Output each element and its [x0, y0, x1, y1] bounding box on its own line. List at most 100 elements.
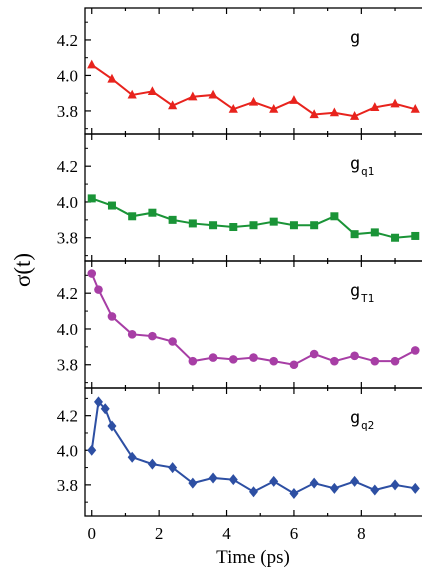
- data-point: [249, 486, 258, 498]
- data-point: [370, 356, 380, 366]
- data-point: [100, 403, 110, 415]
- data-point: [93, 396, 103, 408]
- data-point: [390, 98, 400, 108]
- data-point: [370, 228, 379, 237]
- data-point: [350, 111, 360, 120]
- panels-group: 3.84.04.2 g3.84.04.2 g q13.84.04.2 g T13.84.0…: [57, 7, 422, 543]
- data-point: [148, 208, 157, 217]
- data-point: [107, 73, 117, 83]
- data-point: [107, 201, 116, 210]
- panel-label-subscript: q1: [361, 165, 374, 178]
- data-point: [94, 285, 103, 294]
- data-point: [229, 223, 238, 232]
- x-tick-label: 0: [87, 524, 96, 543]
- series-line: [90, 399, 416, 495]
- y-tick-label: 4.0: [57, 441, 78, 460]
- y-tick-label: 4.2: [57, 31, 78, 50]
- data-point: [87, 59, 97, 69]
- data-point: [329, 107, 339, 117]
- data-point: [168, 100, 178, 110]
- data-point: [208, 472, 218, 484]
- series-line: [90, 273, 416, 366]
- panel-label: g: [350, 281, 360, 301]
- panel-2: 3.8 4.0 4.2 g q1: [57, 133, 422, 262]
- panel-label: g: [350, 154, 360, 174]
- y-tick-label: 4.2: [57, 157, 78, 176]
- data-point: [168, 462, 178, 474]
- data-point: [269, 217, 278, 226]
- panel-frame: [84, 260, 422, 389]
- data-point: [310, 221, 319, 230]
- data-point: [147, 86, 157, 96]
- data-point: [228, 474, 238, 486]
- data-point: [147, 458, 157, 470]
- data-point: [350, 475, 360, 487]
- y-tick-label: 3.8: [57, 476, 78, 495]
- panel-frame: [84, 387, 422, 517]
- panel-1: 3.8 4.0 4.2 g: [57, 7, 422, 135]
- panel-3: 3.8 4.0 4.2 g T1: [57, 260, 422, 389]
- x-tick-labels: 0 2 4 6 8: [87, 524, 365, 543]
- panel-label-subscript: T1: [361, 292, 374, 305]
- data-point: [188, 356, 198, 366]
- data-point: [289, 95, 299, 104]
- data-point: [350, 351, 359, 361]
- data-point: [188, 219, 197, 228]
- data-point: [208, 353, 218, 362]
- data-point: [148, 331, 157, 341]
- data-point: [391, 233, 400, 242]
- data-point: [248, 96, 259, 106]
- series-line: [91, 63, 416, 118]
- data-point: [209, 221, 218, 230]
- y-axis-label: σ(t): [10, 253, 35, 287]
- data-point: [228, 103, 238, 113]
- data-point: [411, 231, 420, 240]
- data-point: [127, 451, 137, 463]
- data-point: [289, 221, 298, 230]
- data-point: [188, 91, 198, 101]
- panel-label: g: [350, 28, 360, 48]
- data-point: [410, 346, 420, 355]
- data-point: [107, 420, 117, 432]
- y-tick-label: 4.0: [57, 66, 78, 85]
- data-point: [249, 353, 258, 362]
- x-axis-label: Time (ps): [216, 547, 290, 568]
- data-point: [390, 479, 400, 491]
- data-point: [127, 89, 137, 99]
- x-tick-label: 2: [155, 524, 164, 543]
- data-point: [309, 477, 319, 489]
- series-line: [91, 197, 416, 239]
- y-tick-label: 4.2: [57, 284, 78, 303]
- data-point: [188, 477, 198, 489]
- data-point: [370, 102, 380, 111]
- data-point: [168, 337, 177, 346]
- data-point: [228, 355, 238, 364]
- panel-4: 3.8 4.0 4.2 g q2: [57, 387, 422, 517]
- data-point: [350, 230, 359, 239]
- data-point: [289, 360, 299, 370]
- data-point: [269, 475, 279, 487]
- data-point: [269, 356, 279, 366]
- x-tick-label: 6: [290, 524, 299, 543]
- data-point: [329, 482, 339, 494]
- data-point: [128, 212, 137, 221]
- x-tick-label: 8: [357, 524, 366, 543]
- data-point: [87, 194, 96, 203]
- data-point: [87, 269, 97, 278]
- data-point: [370, 484, 380, 496]
- y-tick-label: 3.8: [57, 356, 78, 375]
- data-point: [289, 488, 299, 500]
- data-point: [330, 356, 339, 366]
- data-point: [309, 349, 319, 359]
- y-tick-label: 4.2: [57, 407, 78, 426]
- data-point: [390, 356, 400, 366]
- panel-frame: [84, 133, 422, 262]
- data-point: [168, 215, 177, 224]
- y-tick-label: 3.8: [57, 229, 78, 248]
- panel-label-subscript: q2: [361, 419, 374, 432]
- data-point: [249, 221, 258, 230]
- data-point: [410, 482, 420, 494]
- x-tick-label: 4: [222, 524, 231, 543]
- panel-frame: [84, 7, 422, 135]
